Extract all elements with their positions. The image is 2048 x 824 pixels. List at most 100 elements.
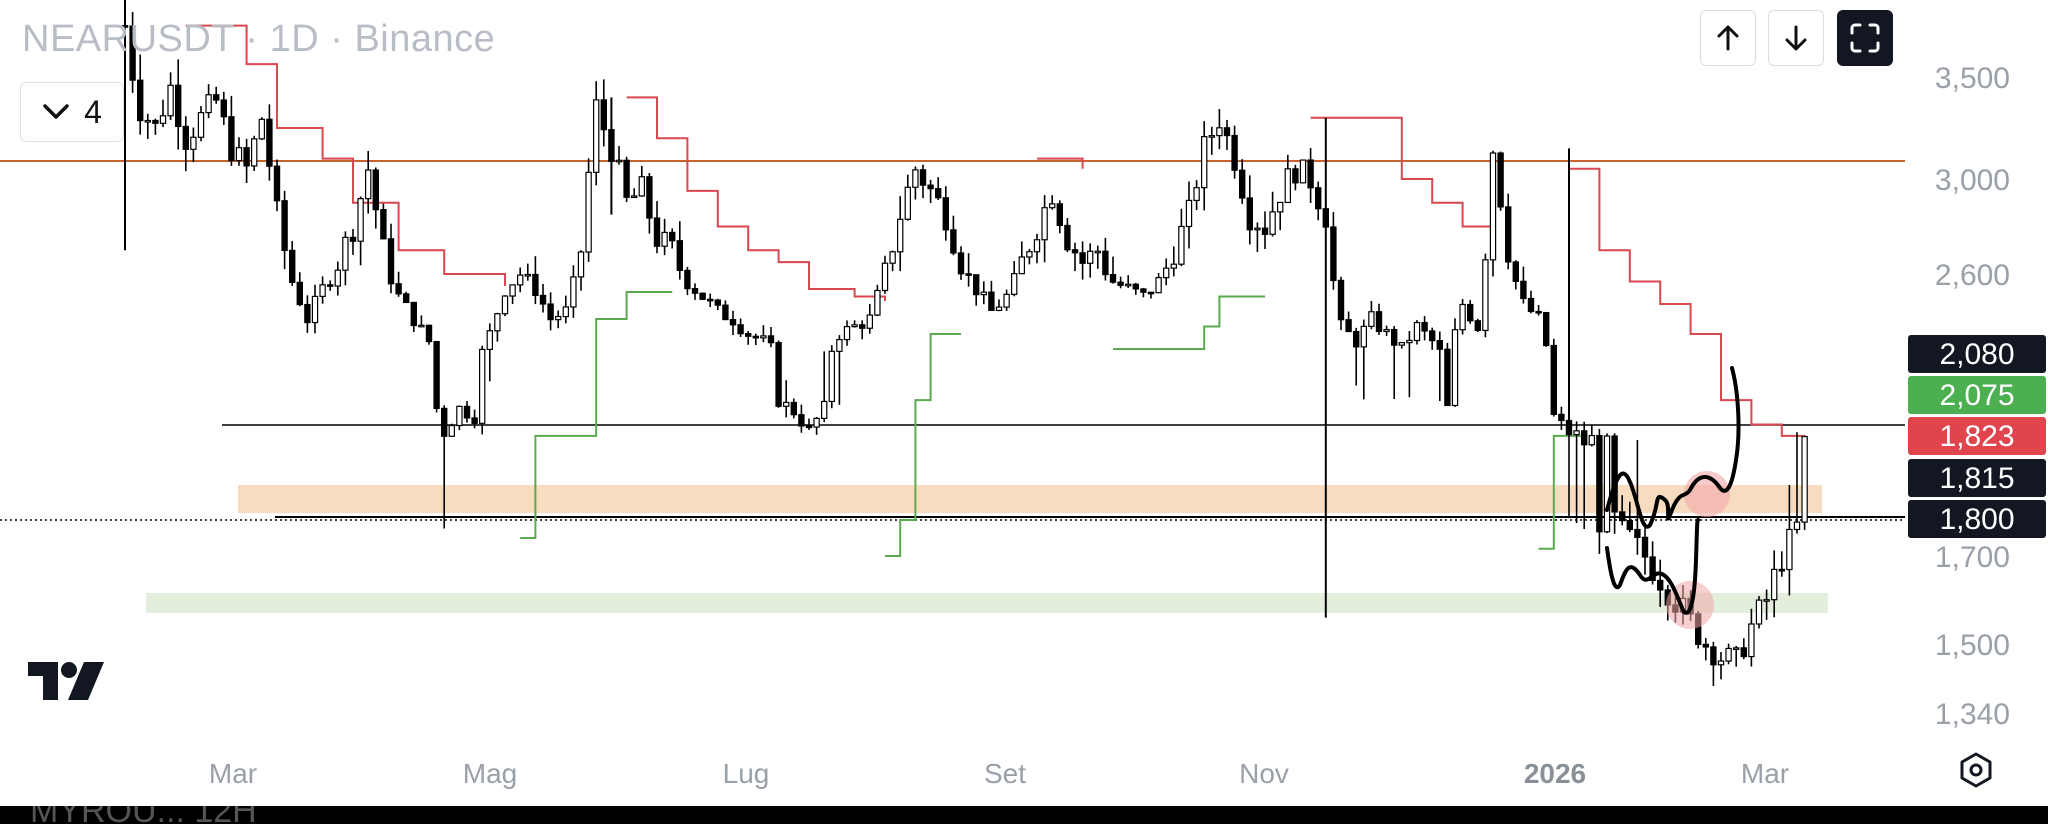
price-badge-label: 1,800 <box>1939 503 2014 536</box>
price-axis[interactable]: 3,500 3,000 2,600 1,700 1,500 1,340 <box>1935 62 2010 731</box>
scroll-up-button[interactable] <box>1700 10 1756 66</box>
candle-body <box>1406 339 1413 344</box>
candle-body <box>1368 311 1375 327</box>
tradingview-logo-icon <box>28 662 104 707</box>
candle-body <box>904 186 912 220</box>
candle-body <box>159 115 167 124</box>
candle-body <box>889 251 896 264</box>
candle-body <box>182 125 189 150</box>
candle-body <box>547 303 554 321</box>
candle-body <box>782 401 790 407</box>
time-axis[interactable]: Mar Mag Lug Set Nov 2026 Mar <box>209 758 1789 789</box>
candle-body <box>1786 528 1793 571</box>
candle-body <box>881 262 889 292</box>
candle-body <box>1763 599 1770 602</box>
candle-body <box>1178 225 1185 265</box>
candle-body <box>1558 413 1565 422</box>
candle-body <box>1048 203 1056 209</box>
candle-body <box>327 284 334 287</box>
candle-body <box>554 315 562 321</box>
candle-body <box>577 251 585 278</box>
candle-body <box>266 118 273 167</box>
candle-body <box>1079 252 1086 264</box>
candle-body <box>980 291 988 296</box>
time-tick-label: Mar <box>1741 758 1789 789</box>
price-badge-dark <box>1908 335 2046 373</box>
candle-body <box>387 238 395 285</box>
scroll-down-button[interactable] <box>1768 10 1824 66</box>
indicators-toggle-button[interactable]: 4 <box>20 82 124 142</box>
candle-body <box>813 417 820 428</box>
candle-body <box>1193 187 1200 202</box>
candle-body <box>1770 568 1778 601</box>
candle-body <box>395 283 402 295</box>
fullscreen-button[interactable] <box>1837 10 1893 66</box>
candle-body <box>950 229 957 254</box>
candle-body <box>524 273 532 277</box>
candle-body <box>1626 520 1633 531</box>
candle-body <box>1345 319 1352 333</box>
candle-body <box>273 165 281 202</box>
atr-stop-lines <box>185 24 1806 557</box>
candle-body <box>1170 263 1177 269</box>
candle-body <box>175 84 182 128</box>
stop-up-line-1 <box>885 333 961 557</box>
candle-body <box>828 350 836 403</box>
fullscreen-icon <box>1850 23 1880 53</box>
candle-body <box>820 400 828 419</box>
candle-body <box>1580 430 1588 446</box>
candle-body <box>562 306 570 318</box>
candle-body <box>722 304 729 321</box>
candle-body <box>319 284 326 298</box>
candle-body <box>1778 568 1785 572</box>
candle-body <box>494 313 501 332</box>
candle-body <box>1102 250 1109 276</box>
candle-body <box>532 273 539 297</box>
candle-body <box>251 138 258 167</box>
candle-body <box>334 269 342 287</box>
candle-body <box>410 301 418 327</box>
candle-body <box>463 405 471 419</box>
price-badge-dark <box>1908 500 2046 538</box>
candle-body <box>1238 169 1246 199</box>
candle-body <box>1588 434 1595 446</box>
candle-body <box>912 169 919 188</box>
zone-green <box>146 593 1828 613</box>
candle-body <box>1474 320 1481 332</box>
candle-body <box>1755 599 1763 625</box>
candle-body <box>1634 528 1641 538</box>
candle-body <box>235 147 243 162</box>
candle-body <box>691 288 699 294</box>
candle-body <box>1497 152 1504 208</box>
candle-body <box>539 294 547 305</box>
candle-body <box>1147 291 1155 295</box>
candle-body <box>1155 277 1162 294</box>
price-badge-label: 2,080 <box>1939 338 2014 371</box>
candle-body <box>1710 646 1717 666</box>
candle-body <box>1200 136 1208 189</box>
candle-body <box>1071 249 1079 254</box>
candle-body <box>752 335 760 339</box>
candle-body <box>1732 647 1740 650</box>
bullish-scenario-stroke <box>1605 366 1741 529</box>
candle-body <box>1216 127 1223 137</box>
candle-body <box>714 299 722 306</box>
candle-body <box>737 324 744 335</box>
candle-body <box>957 252 965 275</box>
candle-body <box>1086 250 1094 264</box>
candle-body <box>349 236 357 242</box>
candle-body <box>1451 329 1459 407</box>
stop-down-line-3 <box>1310 116 1494 239</box>
candle-body <box>1489 152 1497 261</box>
stop-down-line-0 <box>185 24 506 286</box>
candle-body <box>896 218 904 253</box>
settings-icon[interactable] <box>1958 752 1994 793</box>
price-tick-label: 1,500 <box>1935 629 2010 662</box>
candle-body <box>1725 647 1732 662</box>
time-tick-label: 2026 <box>1524 758 1586 789</box>
candle-body <box>365 169 372 200</box>
candle-body <box>289 249 296 283</box>
candle-body <box>1132 283 1139 290</box>
candle-body <box>418 324 425 328</box>
